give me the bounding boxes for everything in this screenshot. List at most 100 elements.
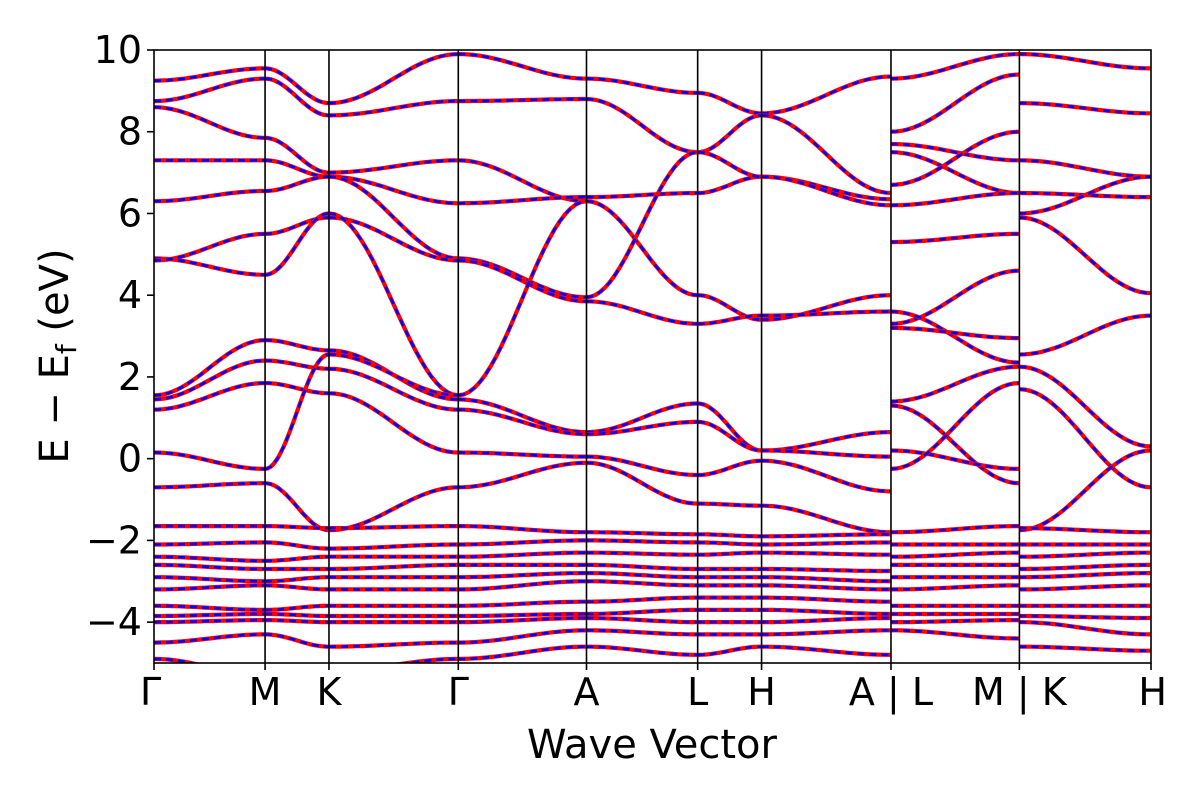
- band-line-blue-8-10: [1019, 526, 1151, 534]
- band-line-blue-6-5: [761, 310, 892, 317]
- band-line-blue-6-0: [761, 75, 892, 115]
- band-line-blue-0-17: [154, 584, 266, 591]
- band-line-blue-4-11: [586, 539, 698, 544]
- band-line-blue-8-12: [1019, 551, 1151, 558]
- band-line-blue-0-18: [154, 604, 266, 612]
- plot-background: [154, 50, 1151, 663]
- band-line-blue-5-6: [697, 402, 762, 452]
- band-line-blue-7-23: [891, 629, 1020, 640]
- band-line-blue-4-5: [586, 300, 698, 326]
- band-line-blue-2-12: [329, 524, 459, 530]
- band-line-blue-5-20: [697, 645, 762, 657]
- band-line-blue-8-0: [1019, 52, 1151, 70]
- band-line-blue-7-14: [891, 524, 1020, 534]
- band-line-blue-3-15: [458, 571, 587, 579]
- band-line-blue-4-17: [586, 608, 698, 616]
- band-line-blue-6-13: [761, 567, 891, 573]
- band-line-blue-4-0: [586, 77, 698, 95]
- band-line-blue-1-9: [265, 381, 330, 395]
- band-line-blue-5-1: [697, 114, 762, 154]
- y-axis-title-prefix: E − E: [32, 354, 78, 464]
- band-line-blue-8-9: [1019, 449, 1151, 532]
- y-axis-title: E − Ef (eV): [32, 248, 83, 463]
- band-line-red-8-6: [1019, 313, 1151, 357]
- band-line-blue-5-7: [697, 420, 762, 452]
- band-line-blue-6-11: [761, 541, 892, 546]
- band-line-blue-8-1: [1019, 101, 1151, 115]
- band-line-blue-6-12: [761, 551, 891, 556]
- band-line-blue-3-6: [458, 199, 587, 397]
- band-line-blue-1-20: [265, 618, 329, 624]
- band-line-blue-6-7: [761, 449, 891, 458]
- band-line-red-2-8: [328, 366, 459, 412]
- band-line-blue-3-17: [458, 600, 587, 608]
- plot-frame: [153, 49, 1152, 664]
- band-line-blue-6-6: [761, 430, 892, 452]
- band-line-blue-6-15: [761, 584, 891, 591]
- band-line-blue-0-10: [154, 451, 266, 471]
- band-line-blue-8-19: [1019, 645, 1151, 652]
- band-line-blue-4-20: [586, 645, 698, 657]
- band-line-blue-5-5: [697, 314, 762, 326]
- band-line-blue-3-5: [458, 259, 587, 303]
- band-line-blue-4-12: [586, 551, 698, 556]
- y-tick-label-5: 6: [118, 191, 142, 235]
- band-line-red-2-5: [328, 215, 459, 263]
- band-line-blue-3-10: [458, 461, 587, 489]
- band-line-blue-3-0: [458, 52, 587, 80]
- band-line-blue-3-12: [458, 539, 587, 546]
- band-line-blue-4-18: [586, 616, 698, 624]
- band-line-blue-5-9: [697, 502, 762, 507]
- band-line-blue-3-4: [458, 257, 587, 299]
- band-line-blue-3-20: [458, 629, 587, 644]
- y-tick-label-1: −2: [86, 518, 142, 562]
- band-line-blue-3-21: [458, 645, 587, 661]
- band-line-blue-6-20: [761, 645, 891, 657]
- band-line-blue-7-5: [890, 191, 1020, 207]
- band-line-blue-0-11: [154, 481, 266, 489]
- band-line-blue-6-1: [761, 114, 892, 195]
- band-line-blue-4-6: [586, 402, 698, 434]
- x-tick-label-9: H: [1138, 670, 1167, 714]
- band-line-blue-8-8: [1019, 387, 1151, 489]
- x-tick-label-8: M | K: [972, 670, 1068, 715]
- band-line-blue-3-18: [458, 612, 587, 618]
- band-line-blue-0-6: [154, 232, 266, 262]
- y-tick-label-7: 10: [94, 28, 142, 72]
- band-line-red-2-0: [328, 52, 459, 106]
- band-line-blue-4-13: [586, 563, 698, 571]
- band-line-blue-1-12: [265, 524, 329, 530]
- band-line-red-1-4: [265, 174, 329, 194]
- band-line-blue-2-15: [329, 563, 459, 571]
- band-line-red-5-0: [697, 90, 762, 116]
- band-line-blue-1-19: [265, 612, 329, 618]
- y-tick-label-4: 4: [118, 273, 142, 317]
- band-line-blue-2-9: [328, 392, 459, 454]
- x-tick-label-6: H: [747, 670, 776, 714]
- band-line-blue-3-16: [458, 580, 587, 591]
- band-line-blue-0-21: [154, 633, 266, 644]
- band-line-blue-1-18: [265, 604, 329, 612]
- band-line-blue-3-19: [458, 616, 587, 624]
- band-line-blue-1-10: [264, 353, 330, 471]
- band-line-blue-0-9: [154, 381, 266, 411]
- x-tick-label-3: Γ: [448, 670, 469, 714]
- band-line-blue-2-2: [328, 159, 459, 174]
- band-line-blue-5-11: [697, 541, 762, 546]
- band-line-blue-8-17: [1019, 614, 1151, 620]
- band-line-blue-2-3: [328, 175, 459, 205]
- band-line-blue-5-10: [697, 533, 762, 538]
- bands-layer: [154, 52, 1151, 663]
- band-line-blue-8-7: [1019, 365, 1151, 448]
- band-line-blue-3-7: [458, 398, 587, 434]
- band-line-red-7-4: [890, 129, 1020, 187]
- band-line-blue-0-16: [154, 575, 266, 583]
- band-line-blue-7-10: [890, 365, 1020, 403]
- band-line-blue-6-19: [761, 629, 891, 636]
- band-line-blue-4-9: [586, 461, 698, 505]
- band-line-blue-6-10: [761, 533, 891, 538]
- band-line-blue-6-16: [761, 596, 891, 603]
- band-line-blue-8-5: [1019, 216, 1151, 295]
- band-line-red-4-4: [586, 150, 698, 300]
- band-line-blue-3-8: [458, 408, 587, 436]
